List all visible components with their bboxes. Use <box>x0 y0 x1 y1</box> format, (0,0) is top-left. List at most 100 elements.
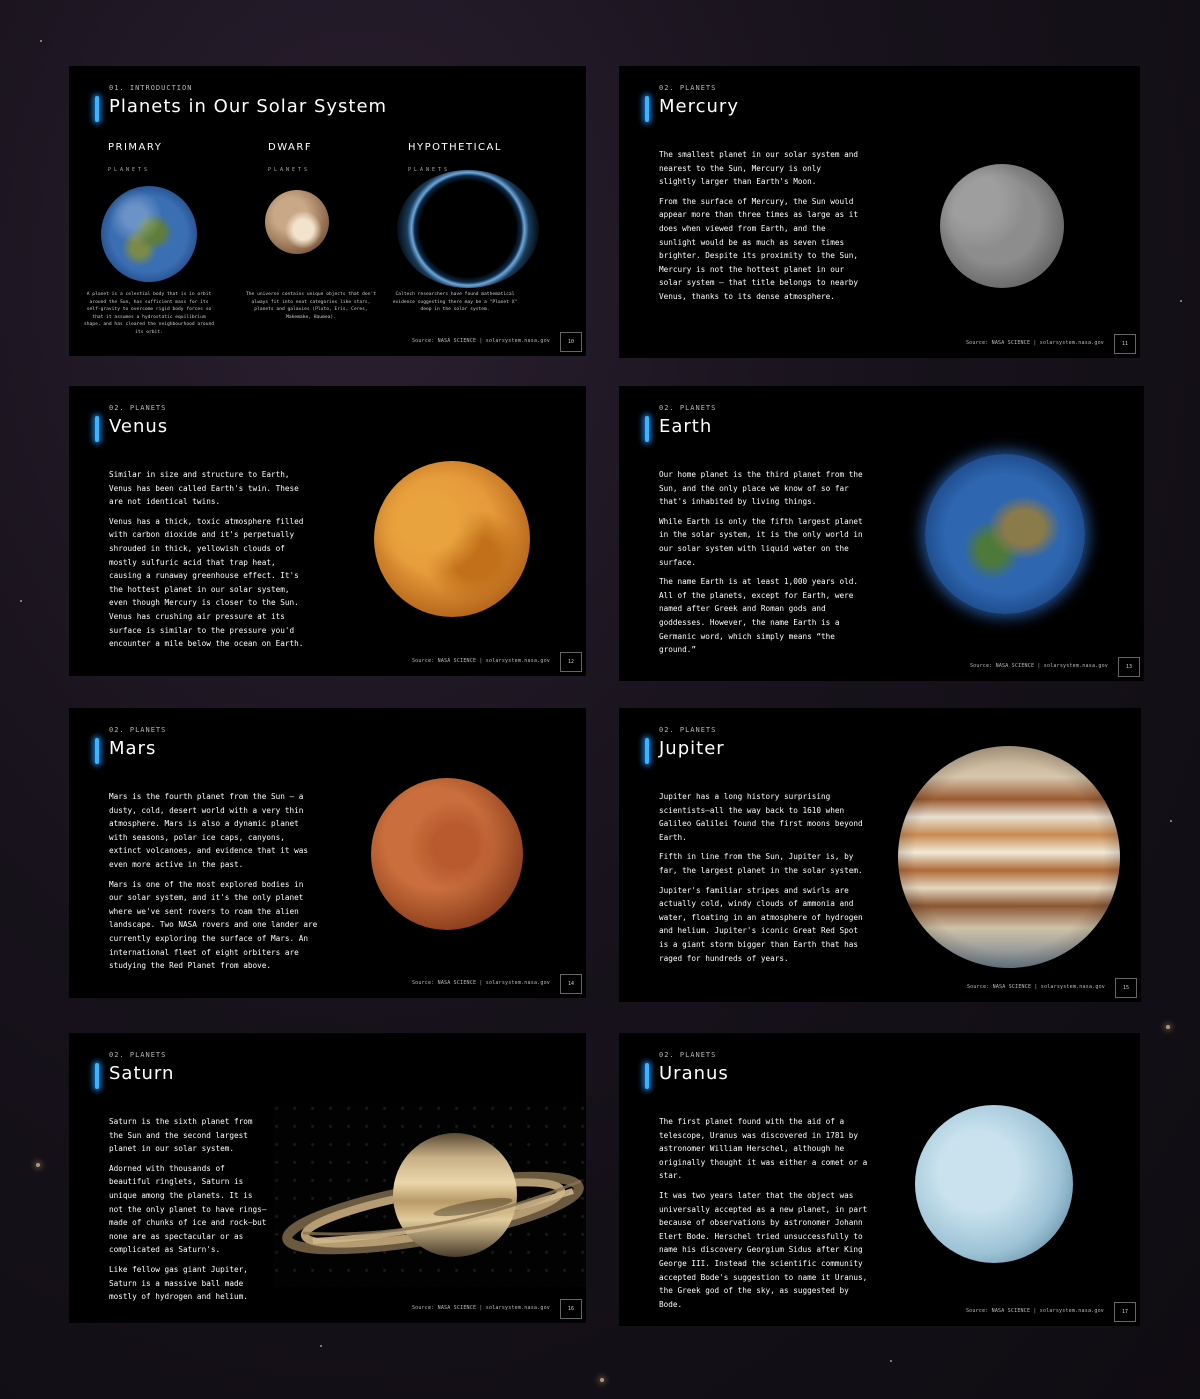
slide-venus: 02. PLANETS Venus Similar in size and st… <box>69 386 586 676</box>
section-label: 01. INTRODUCTION <box>109 84 193 92</box>
mars-image <box>371 778 523 930</box>
slide-title: Jupiter <box>659 738 725 759</box>
category-sub: PLANETS <box>108 167 151 173</box>
body-paragraph: Mars is one of the most explored bodies … <box>109 879 318 971</box>
star-decoration <box>320 1345 322 1347</box>
jupiter-image <box>898 746 1120 968</box>
page-number: 16 <box>560 1299 582 1319</box>
body-paragraph: Jupiter's familiar stripes and swirls ar… <box>659 885 863 963</box>
category-name: PRIMARY <box>108 142 163 153</box>
body-paragraph: Mars is the fourth planet from the Sun –… <box>109 792 309 869</box>
section-label: 02. PLANETS <box>659 84 717 92</box>
slide-body: The smallest planet in our solar system … <box>659 148 859 310</box>
category-description: Caltech researchers have found mathemati… <box>392 292 518 313</box>
body-paragraph: The name Earth is at least 1,000 years o… <box>659 577 859 655</box>
source-credit: Source: NASA SCIENCE | solarsystem.nasa.… <box>411 980 550 986</box>
body-paragraph: Fifth in line from the Sun, Jupiter is, … <box>659 852 863 875</box>
body-paragraph: Saturn is the sixth planet from the Sun … <box>109 1117 253 1154</box>
source-credit: Source: NASA SCIENCE | solarsystem.nasa.… <box>411 338 550 344</box>
source-credit: Source: NASA SCIENCE | solarsystem.nasa.… <box>966 984 1105 990</box>
category-sub: PLANETS <box>408 167 451 173</box>
section-label: 02. PLANETS <box>659 404 717 412</box>
body-paragraph: The first planet found with the aid of a… <box>659 1117 868 1181</box>
page-number: 15 <box>1115 978 1137 998</box>
body-paragraph: From the surface of Mercury, the Sun wou… <box>659 196 859 301</box>
star-decoration <box>1170 820 1172 822</box>
page-number: 14 <box>560 974 582 994</box>
section-label: 02. PLANETS <box>109 726 167 734</box>
venus-image <box>374 461 530 617</box>
title-accent-bar <box>95 738 99 764</box>
page-number: 12 <box>560 652 582 672</box>
uranus-image <box>915 1105 1073 1263</box>
slide-saturn: 02. PLANETS Saturn Saturn is the sixth p… <box>69 1033 586 1323</box>
earth-image <box>925 454 1085 614</box>
star-decoration <box>600 1378 604 1382</box>
source-credit: Source: NASA SCIENCE | solarsystem.nasa.… <box>969 663 1108 669</box>
eclipse-image <box>397 170 539 288</box>
page-number: 13 <box>1118 657 1140 677</box>
body-paragraph: Like fellow gas giant Jupiter, Saturn is… <box>109 1264 248 1302</box>
page-number: 11 <box>1114 334 1136 354</box>
slide-title: Venus <box>109 416 169 437</box>
star-decoration <box>40 40 42 42</box>
slide-title: Earth <box>659 416 713 437</box>
star-decoration <box>1180 300 1182 302</box>
slide-body: Mars is the fourth planet from the Sun –… <box>109 790 319 979</box>
body-paragraph: Similar in size and structure to Earth, … <box>109 470 299 507</box>
slide-title: Uranus <box>659 1063 729 1084</box>
star-decoration <box>1166 1025 1170 1029</box>
source-credit: Source: NASA SCIENCE | solarsystem.nasa.… <box>411 658 550 664</box>
earth-image <box>101 186 197 282</box>
category-sub: PLANETS <box>268 167 311 173</box>
category-dwarf: DWARF PLANETS <box>268 142 408 173</box>
star-decoration <box>890 1360 892 1362</box>
pluto-image <box>265 190 329 254</box>
saturn-illustration <box>282 1133 584 1257</box>
slide-mars: 02. PLANETS Mars Mars is the fourth plan… <box>69 708 586 998</box>
mercury-image <box>940 164 1064 288</box>
title-accent-bar <box>645 738 649 764</box>
section-label: 02. PLANETS <box>109 404 167 412</box>
body-paragraph: It was two years later that the object w… <box>659 1190 868 1309</box>
category-name: DWARF <box>268 142 313 153</box>
slide-earth: 02. PLANETS Earth Our home planet is the… <box>619 386 1144 681</box>
source-credit: Source: NASA SCIENCE | solarsystem.nasa.… <box>411 1305 550 1311</box>
page-number: 17 <box>1114 1302 1136 1322</box>
slide-title: Mars <box>109 738 157 759</box>
section-label: 02. PLANETS <box>109 1051 167 1059</box>
slide-title: Saturn <box>109 1063 175 1084</box>
source-credit: Source: NASA SCIENCE | solarsystem.nasa.… <box>965 340 1104 346</box>
source-credit: Source: NASA SCIENCE | solarsystem.nasa.… <box>965 1308 1104 1314</box>
body-paragraph: The smallest planet in our solar system … <box>659 150 859 187</box>
slide-title: Planets in Our Solar System <box>109 96 388 117</box>
slide-title: Mercury <box>659 96 739 117</box>
title-accent-bar <box>645 96 649 122</box>
title-accent-bar <box>645 1063 649 1089</box>
slide-uranus: 02. PLANETS Uranus The first planet foun… <box>619 1033 1140 1326</box>
page-number: 10 <box>560 332 582 352</box>
title-accent-bar <box>95 1063 99 1089</box>
body-paragraph: Our home planet is the third planet from… <box>659 470 863 507</box>
body-paragraph: Venus has a thick, toxic atmosphere fill… <box>109 516 304 649</box>
body-paragraph: While Earth is only the fifth largest pl… <box>659 516 863 567</box>
title-accent-bar <box>645 416 649 442</box>
category-description: The universe contains unique objects tha… <box>246 292 376 320</box>
slide-body: The first planet found with the aid of a… <box>659 1115 869 1317</box>
category-name: HYPOTHETICAL <box>408 142 502 153</box>
saturn-image <box>273 1103 586 1287</box>
slide-body: Our home planet is the third planet from… <box>659 468 864 663</box>
slide-body: Saturn is the sixth planet from the Sun … <box>109 1115 269 1310</box>
slide-body: Similar in size and structure to Earth, … <box>109 468 309 657</box>
title-accent-bar <box>95 416 99 442</box>
category-primary: PRIMARY PLANETS <box>108 142 248 173</box>
star-decoration <box>36 1163 40 1167</box>
section-label: 02. PLANETS <box>659 1051 717 1059</box>
section-label: 02. PLANETS <box>659 726 717 734</box>
body-paragraph: Adorned with thousands of beautiful ring… <box>109 1163 267 1255</box>
slide-mercury: 02. PLANETS Mercury The smallest planet … <box>619 66 1140 358</box>
slide-jupiter: 02. PLANETS Jupiter Jupiter has a long h… <box>619 708 1141 1002</box>
slide-body: Jupiter has a long history surprising sc… <box>659 790 864 971</box>
category-description: A planet is a celestial body that is in … <box>84 292 214 335</box>
body-paragraph: Jupiter has a long history surprising sc… <box>659 792 863 842</box>
